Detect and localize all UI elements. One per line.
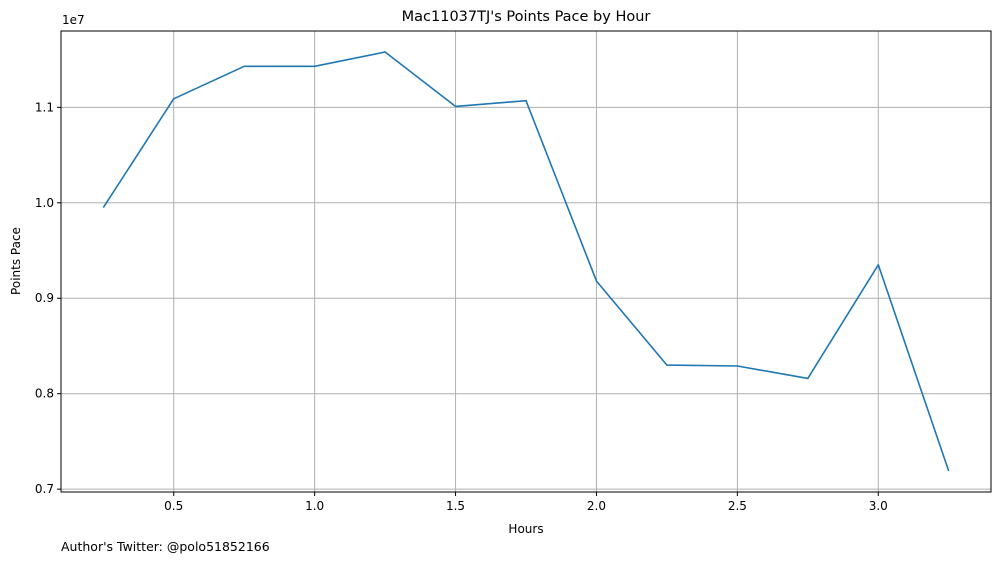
y-axis-label: Points Pace — [9, 227, 23, 295]
y-tick-label: 1.0 — [35, 196, 54, 210]
y-axis-offset-label: 1e7 — [62, 13, 85, 27]
axis-ticks: 0.5 1.0 1.5 2.0 2.5 3.0 0.7 0.8 0.9 1.0 1.1 — [35, 100, 888, 513]
grid-lines — [61, 31, 991, 492]
series-layer — [102, 51, 950, 472]
x-axis-label: Hours — [508, 522, 543, 536]
x-tick-label: 1.0 — [305, 499, 324, 513]
chart-title: Mac11037TJ's Points Pace by Hour — [402, 9, 651, 25]
x-tick-label: 2.5 — [728, 499, 747, 513]
author-twitter-footer: Author's Twitter: @polo51852166 — [61, 539, 270, 554]
series-line — [102, 51, 950, 472]
x-tick-label: 1.5 — [446, 499, 465, 513]
plot-area-frame — [60, 30, 992, 493]
x-tick-label: 0.5 — [164, 499, 183, 513]
y-tick-label: 1.1 — [35, 100, 54, 114]
y-tick-label: 0.7 — [35, 482, 54, 496]
y-tick-label: 0.8 — [35, 387, 54, 401]
y-tick-label: 0.9 — [35, 291, 54, 305]
x-tick-label: 2.0 — [587, 499, 606, 513]
x-tick-label: 3.0 — [869, 499, 888, 513]
